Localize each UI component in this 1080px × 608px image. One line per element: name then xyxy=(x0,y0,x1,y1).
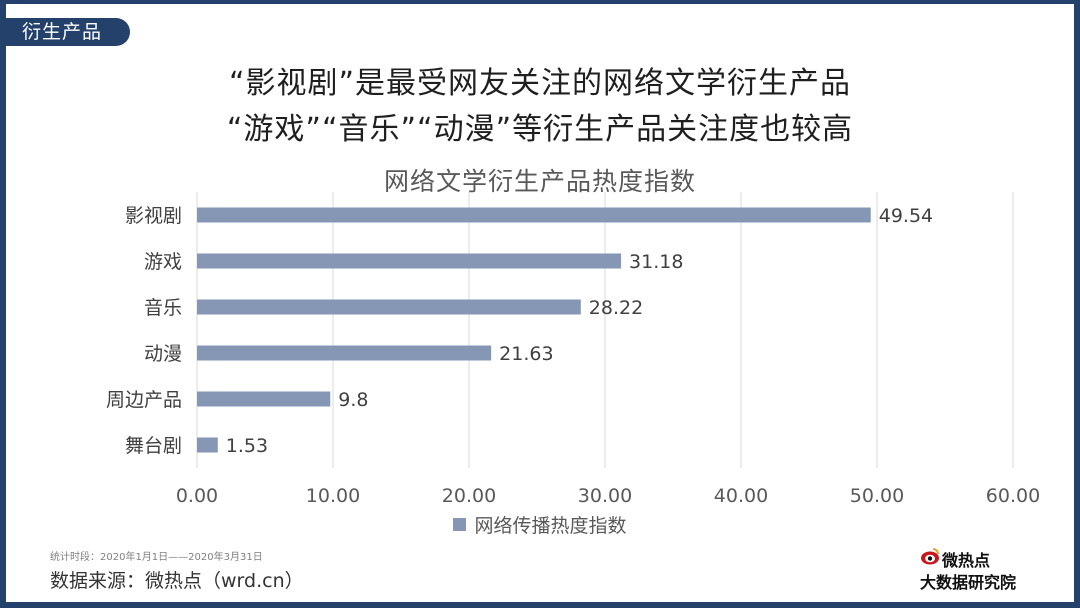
data-label: 9.8 xyxy=(338,389,368,411)
section-tag: 衍生产品 xyxy=(0,18,130,46)
headline-line-1: “影视剧”是最受网友关注的网络文学衍生产品 xyxy=(228,66,852,101)
bar xyxy=(197,253,622,269)
brand-name: 微热点 xyxy=(942,551,991,570)
x-tick-label: 0.00 xyxy=(176,485,218,507)
category-label: 动漫 xyxy=(144,343,182,365)
bar xyxy=(197,391,331,407)
bar xyxy=(197,345,492,361)
x-tick-label: 10.00 xyxy=(306,485,360,507)
brand-logo: 微热点 大数据研究院 xyxy=(920,547,1040,592)
headline-line-2: “游戏”“音乐”“动漫”等衍生产品关注度也较高 xyxy=(226,112,854,147)
chart-legend: 网络传播热度指数 xyxy=(0,511,1080,538)
legend-label: 网络传播热度指数 xyxy=(474,515,627,537)
weibo-style-eye-icon xyxy=(921,548,939,565)
bar xyxy=(197,437,218,453)
data-label: 21.63 xyxy=(499,343,553,365)
data-label: 31.18 xyxy=(629,251,683,273)
category-label: 舞台剧 xyxy=(125,435,182,457)
data-source: 数据来源：微热点（wrd.cn） xyxy=(50,570,304,592)
chart-title: 网络文学衍生产品热度指数 xyxy=(383,167,696,196)
data-label: 49.54 xyxy=(879,205,933,227)
statistics-period: 统计时段：2020年1月1日——2020年3月31日 xyxy=(50,552,263,563)
bar xyxy=(197,299,581,315)
x-tick-label: 20.00 xyxy=(442,485,496,507)
x-tick-label: 40.00 xyxy=(714,485,768,507)
brand-subtitle: 大数据研究院 xyxy=(920,573,1017,592)
data-label: 28.22 xyxy=(589,297,643,319)
category-label: 影视剧 xyxy=(125,205,182,227)
bar xyxy=(197,207,871,223)
category-label: 音乐 xyxy=(144,297,182,319)
legend-swatch xyxy=(453,518,467,531)
x-tick-label: 30.00 xyxy=(578,485,632,507)
x-tick-label: 50.00 xyxy=(850,485,904,507)
data-label: 1.53 xyxy=(226,435,268,457)
category-label: 周边产品 xyxy=(106,389,182,411)
category-label: 游戏 xyxy=(144,251,182,273)
x-tick-label: 60.00 xyxy=(986,485,1040,507)
